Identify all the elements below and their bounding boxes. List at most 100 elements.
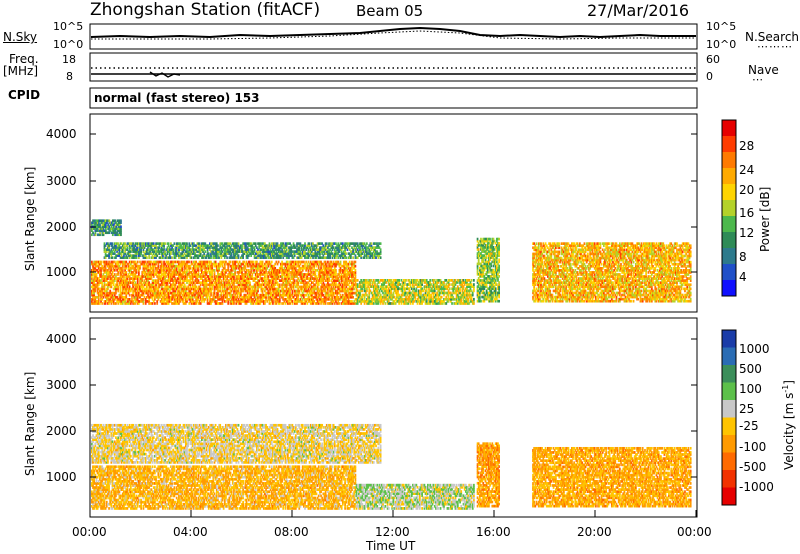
- power-map-cell: [223, 300, 226, 303]
- power-map-cell: [192, 289, 195, 293]
- power-map-cell: [142, 271, 145, 274]
- power-map-cell: [192, 252, 195, 255]
- power-map-cell: [159, 248, 162, 251]
- power-map-cell: [269, 264, 272, 268]
- power-map-cell: [120, 300, 123, 303]
- power-map-cell: [213, 264, 216, 268]
- power-map-cell: [344, 256, 346, 259]
- power-map-cell: [110, 281, 113, 285]
- power-map-cell: [121, 271, 124, 274]
- power-map-cell: [166, 279, 169, 283]
- power-map-cell: [332, 262, 335, 266]
- power-map-cell: [346, 295, 349, 299]
- power-map-cell: [113, 268, 116, 272]
- power-map-cell: [264, 295, 266, 299]
- power-map-cell: [191, 244, 194, 247]
- power-map-cell: [190, 277, 193, 280]
- power-map-cell: [351, 252, 353, 255]
- power-map-cell: [340, 289, 343, 293]
- power-map-cell: [339, 256, 342, 259]
- power-map-cell: [241, 279, 243, 283]
- power-map-cell: [341, 300, 344, 303]
- power-map-cell: [331, 297, 334, 301]
- power-map-cell: [343, 254, 345, 257]
- power-map-cell: [304, 273, 306, 276]
- power-map-cell: [352, 295, 354, 299]
- power-map-cell: [227, 275, 230, 278]
- power-map-cell: [363, 242, 366, 245]
- power-map-cell: [112, 266, 115, 270]
- power-map-cell: [178, 302, 180, 305]
- power-map-cell: [337, 248, 340, 251]
- power-map-cell: [253, 293, 256, 297]
- power-map-cell: [143, 256, 146, 259]
- power-map-cell: [110, 244, 113, 247]
- power-map-cell: [235, 252, 238, 255]
- power-map-cell: [115, 246, 117, 249]
- power-map-cell: [92, 297, 94, 301]
- power-map-cell: [172, 271, 175, 274]
- power-map-cell: [328, 266, 330, 270]
- power-map-cell: [313, 262, 316, 266]
- power-map-cell: [125, 293, 128, 297]
- power-map-cell: [213, 262, 216, 266]
- power-map-cell: [309, 264, 312, 268]
- power-map-cell: [152, 275, 155, 278]
- power-map-cell: [228, 285, 231, 289]
- power-map-cell: [217, 250, 219, 253]
- power-map-cell: [151, 242, 154, 245]
- power-map-cell: [278, 297, 281, 301]
- power-map-cell: [323, 248, 326, 251]
- power-map-cell: [233, 256, 235, 259]
- power-map-cell: [348, 266, 351, 270]
- power-map-cell: [304, 289, 306, 293]
- power-map-cell: [328, 250, 330, 253]
- power-map-cell: [108, 262, 110, 266]
- power-map-cell: [184, 273, 187, 276]
- power-map-cell: [128, 293, 131, 297]
- power-map-cell: [227, 281, 230, 285]
- power-map-cell: [134, 297, 137, 301]
- power-map-cell: [152, 273, 155, 276]
- power-map-cell: [353, 277, 356, 280]
- power-map-cell: [187, 252, 189, 255]
- power-map-cell: [196, 250, 199, 253]
- power-map-cell: [137, 271, 140, 274]
- power-map-cell: [331, 242, 334, 245]
- power-map-cell: [251, 287, 254, 291]
- power-map-cell: [252, 262, 255, 266]
- power-map-cell: [156, 254, 159, 257]
- power-map-cell: [217, 264, 219, 268]
- power-map-cell: [242, 242, 244, 245]
- power-map-cell: [238, 266, 241, 270]
- power-map-cell: [126, 279, 129, 283]
- power-map-cell: [203, 291, 206, 295]
- power-map-cell: [257, 281, 259, 285]
- power-map-cell: [218, 297, 220, 301]
- power-map-cell: [330, 287, 333, 291]
- power-map-cell: [126, 287, 129, 291]
- power-map-cell: [143, 275, 146, 278]
- power-map-cell: [313, 279, 316, 283]
- power-map-cell: [319, 273, 321, 276]
- power-map-cell: [192, 275, 195, 278]
- power-map-cell: [314, 256, 317, 259]
- power-map-cell: [264, 281, 266, 285]
- power-map-cell: [336, 246, 338, 249]
- power-map-cell: [259, 283, 262, 287]
- power-map-cell: [181, 268, 184, 272]
- power-map-cell: [344, 302, 346, 305]
- power-map-cell: [257, 302, 259, 305]
- power-map-cell: [234, 252, 236, 255]
- power-map-cell: [336, 302, 338, 305]
- power-map-cell: [151, 281, 154, 285]
- power-map-cell: [280, 250, 282, 253]
- power-map-cell: [219, 254, 222, 257]
- power-map-cell: [190, 271, 193, 274]
- power-map-cell: [215, 275, 218, 278]
- power-map-cell: [300, 285, 303, 289]
- power-map-cell: [320, 268, 322, 272]
- power-map-cell: [150, 277, 153, 280]
- power-map-cell: [348, 271, 351, 274]
- power-map-cell: [154, 262, 156, 266]
